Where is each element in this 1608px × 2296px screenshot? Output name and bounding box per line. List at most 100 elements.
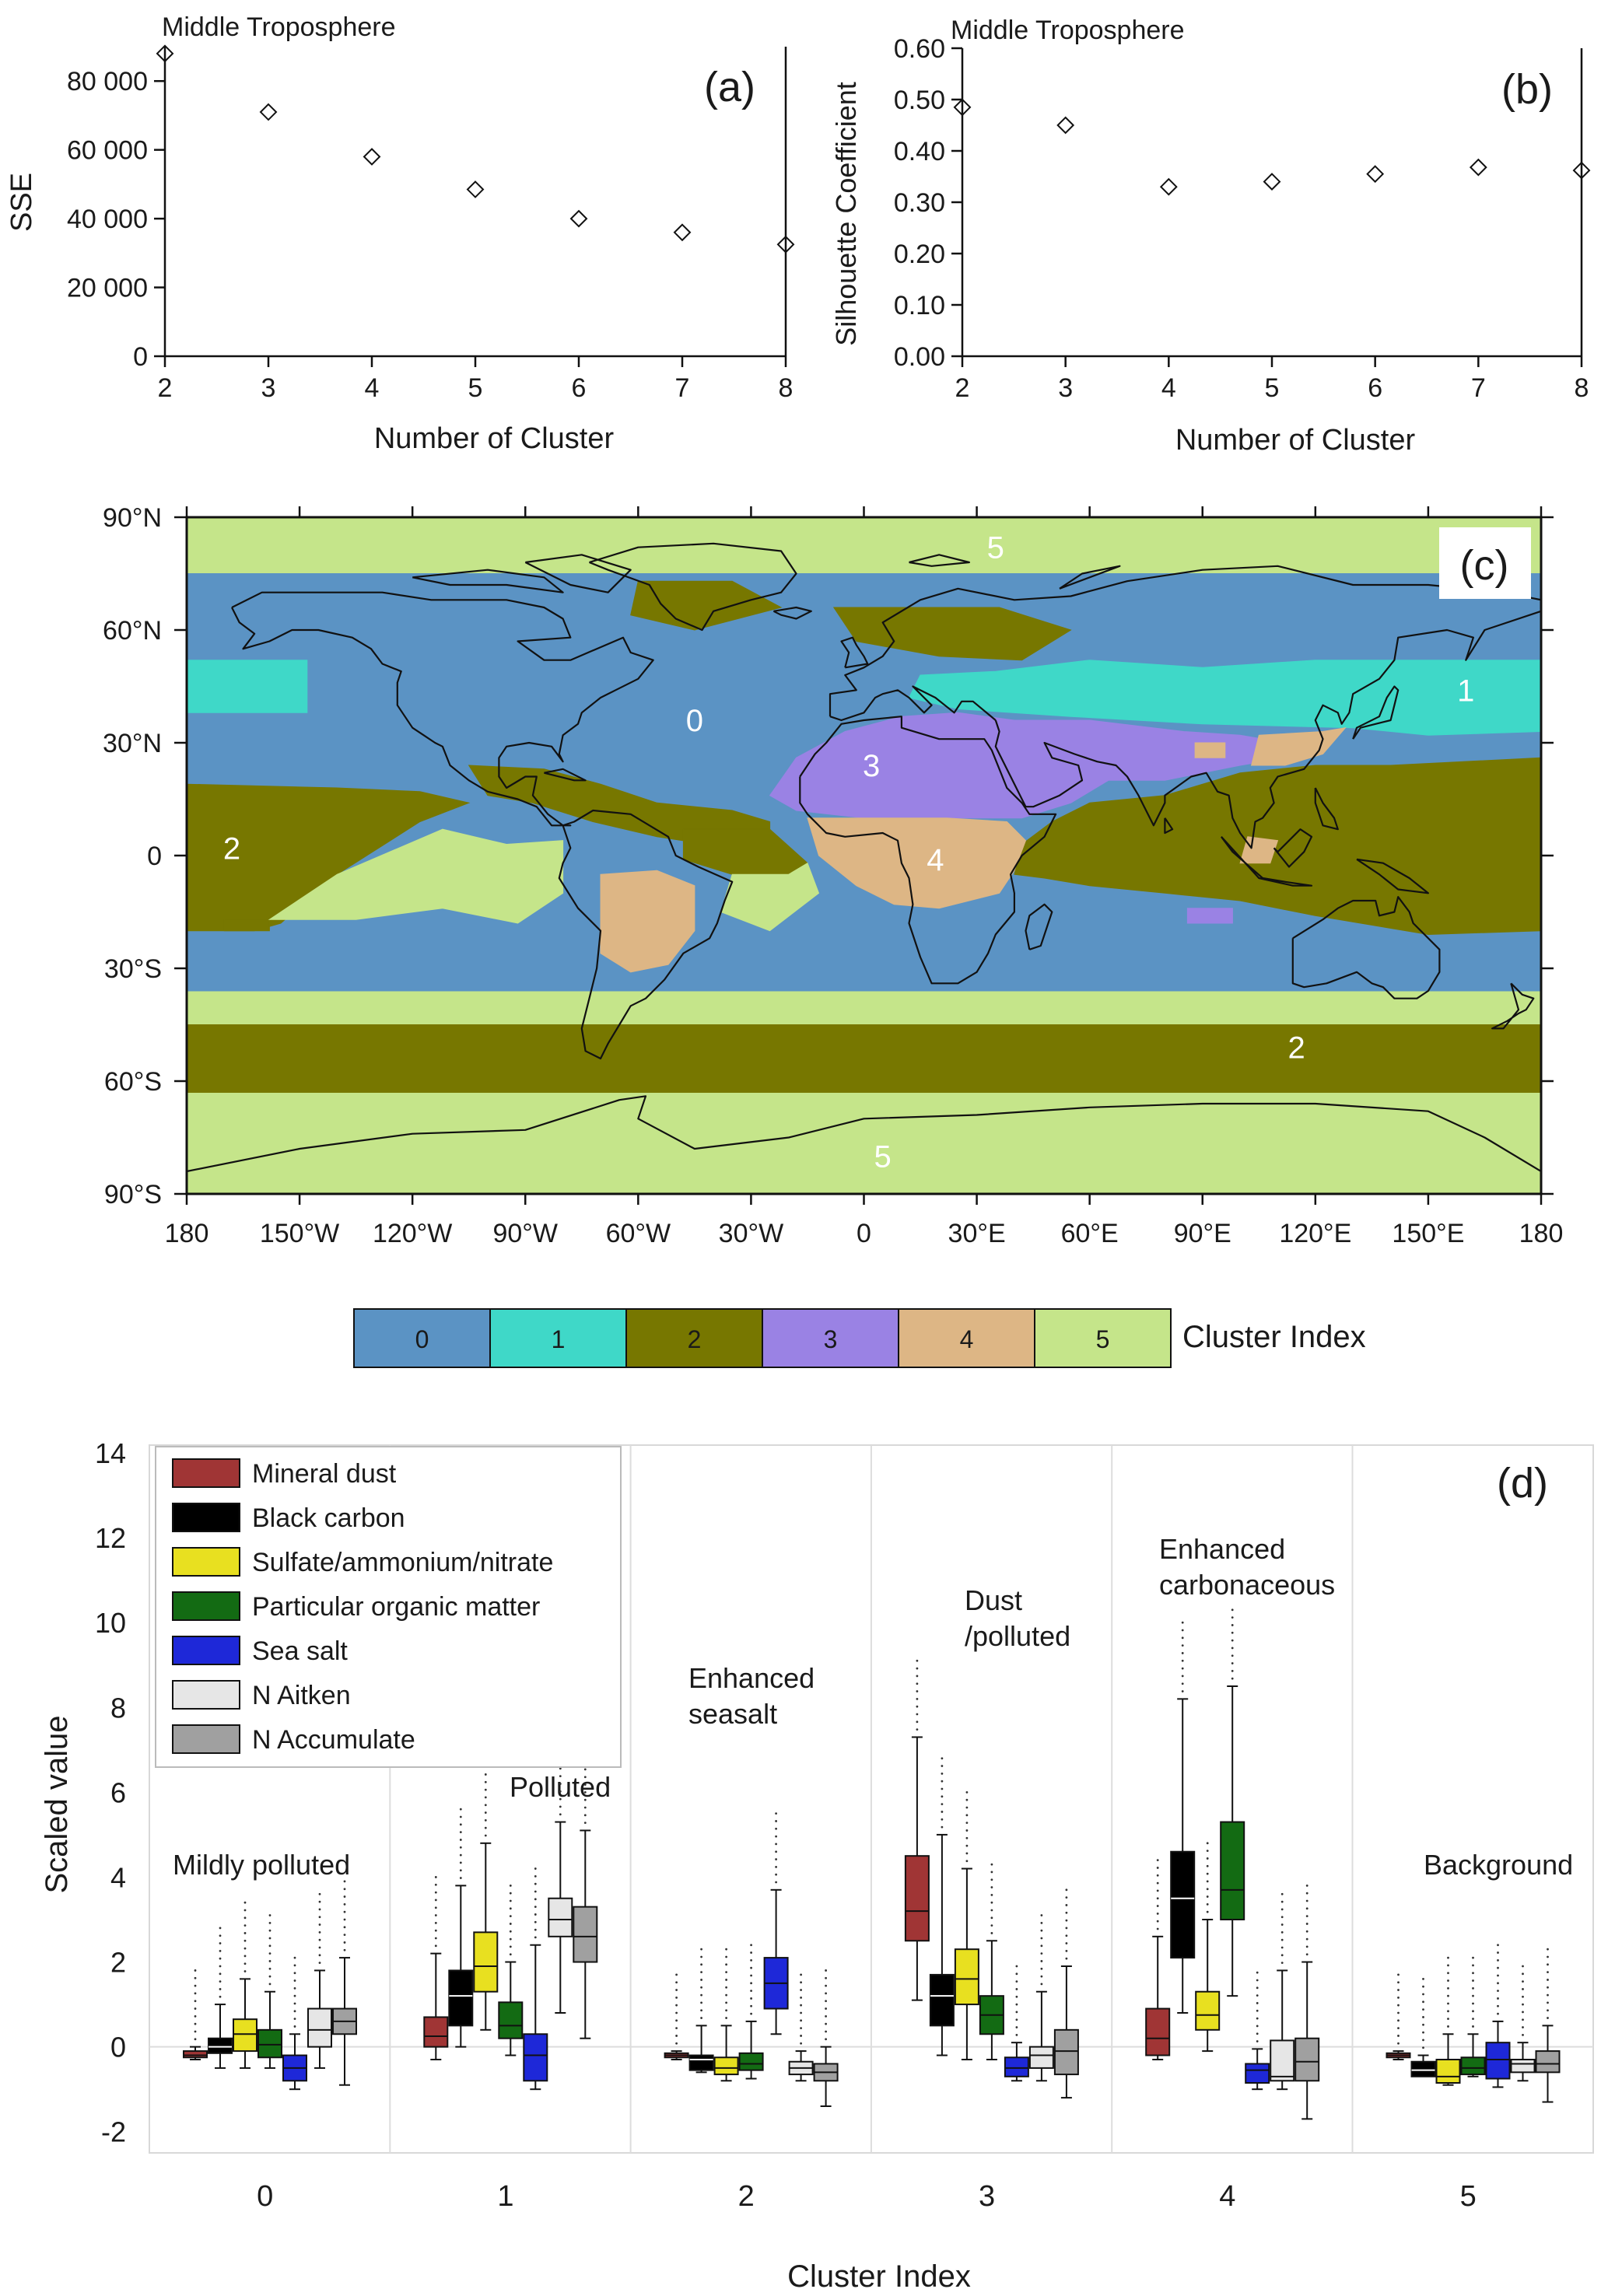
panel-d-xlabel: Cluster Index bbox=[787, 2259, 971, 2294]
d-outlier bbox=[1547, 1993, 1549, 1997]
d-outlier bbox=[775, 1881, 777, 1884]
d-outlier bbox=[243, 1932, 247, 1934]
d-outlier bbox=[941, 1757, 944, 1760]
map-lon-label: 180 bbox=[165, 1219, 209, 1248]
coast-svalbard bbox=[909, 554, 971, 567]
d-outlier bbox=[219, 1988, 222, 1990]
d-outlier bbox=[675, 2019, 678, 2022]
d-box bbox=[1535, 2050, 1561, 2074]
d-outlier bbox=[1305, 1923, 1308, 1925]
d-outlier bbox=[825, 2007, 827, 2010]
d-outlier bbox=[293, 1956, 296, 1959]
a-point bbox=[673, 223, 692, 242]
d-outlier bbox=[1156, 1920, 1159, 1923]
map-cluster-label: 3 bbox=[863, 749, 880, 783]
d-outlier bbox=[1231, 1639, 1234, 1642]
d-outlier bbox=[1040, 1983, 1043, 1986]
colorbar-swatch bbox=[1034, 1308, 1172, 1368]
d-outlier bbox=[941, 1811, 944, 1813]
d-outlier bbox=[434, 1891, 437, 1894]
legend-label: Black carbon bbox=[252, 1503, 405, 1533]
panel-a-marks: 0 20 000 40 000 60 000 80 000 2 3 4 5 6 7 8 bbox=[67, 44, 795, 403]
d-outlier bbox=[1522, 2026, 1524, 2028]
d-outlier bbox=[268, 1952, 272, 1955]
map-lon-label: 30°W bbox=[719, 1219, 784, 1248]
d-box bbox=[548, 1897, 573, 1937]
d-outlier bbox=[1497, 1974, 1499, 1977]
colorbar-label: 5 bbox=[1096, 1325, 1110, 1353]
d-outlier bbox=[1206, 1888, 1209, 1891]
d-outlier bbox=[675, 2011, 678, 2014]
d-outlier bbox=[1256, 2032, 1259, 2035]
d-outlier bbox=[1231, 1631, 1234, 1634]
d-outlier bbox=[318, 1954, 321, 1957]
d-outlier bbox=[1422, 2031, 1424, 2034]
a-point bbox=[363, 148, 381, 166]
d-outlier bbox=[194, 1984, 197, 1987]
d-outlier bbox=[1522, 2018, 1524, 2021]
d-outlier bbox=[268, 1983, 272, 1986]
d-outlier bbox=[1305, 1884, 1308, 1887]
d-box bbox=[183, 2050, 208, 2059]
d-box bbox=[713, 2056, 739, 2076]
d-outlier bbox=[343, 1902, 346, 1906]
d-outlier bbox=[559, 1775, 562, 1778]
d-xtick-label: 3 bbox=[979, 2180, 995, 2213]
cluster-4-himalaya bbox=[1194, 742, 1226, 758]
d-outlier bbox=[434, 1937, 437, 1940]
d-ytick-label: 4 bbox=[110, 1861, 126, 1893]
d-outlier bbox=[1280, 1916, 1284, 1919]
d-outlier bbox=[194, 2000, 197, 2003]
d-box bbox=[904, 1855, 930, 1942]
d-outlier bbox=[1156, 1912, 1159, 1915]
d-outlier bbox=[1181, 1629, 1184, 1632]
d-box bbox=[1510, 2059, 1536, 2074]
d-outlier bbox=[725, 1963, 727, 1966]
d-outlier bbox=[243, 1916, 247, 1920]
d-outlier bbox=[1256, 2002, 1259, 2004]
d-outlier bbox=[1206, 1850, 1209, 1853]
b-xtick-label: 7 bbox=[1471, 373, 1486, 403]
d-outlier bbox=[194, 2038, 197, 2041]
d-outlier bbox=[941, 1795, 944, 1798]
d-outlier bbox=[1397, 1973, 1400, 1976]
map-lat-label: 60°N bbox=[103, 616, 162, 646]
d-outlier bbox=[318, 1962, 321, 1965]
d-outlier bbox=[1447, 1979, 1449, 1982]
d-outlier bbox=[343, 1910, 346, 1913]
d-outlier bbox=[509, 1884, 512, 1887]
map-lon-label: 60°W bbox=[606, 1219, 671, 1248]
d-box bbox=[1245, 2063, 1270, 2084]
d-outlier bbox=[343, 1888, 346, 1891]
d-outlier bbox=[509, 1923, 512, 1925]
a-point bbox=[156, 44, 174, 63]
d-outlier bbox=[1181, 1667, 1184, 1670]
d-box bbox=[523, 2033, 548, 2082]
d-outlier bbox=[800, 2035, 802, 2037]
d-outlier bbox=[916, 1675, 919, 1678]
d-outlier bbox=[750, 1990, 752, 1993]
cluster-2-south-band bbox=[187, 1024, 1541, 1093]
d-outlier bbox=[1397, 1981, 1400, 1984]
d-outlier bbox=[1156, 1881, 1159, 1885]
d-outlier bbox=[534, 1913, 537, 1916]
d-outlier bbox=[675, 1989, 678, 1991]
d-outlier bbox=[1305, 1937, 1308, 1941]
panel-a-title: Middle Troposphere bbox=[162, 12, 396, 42]
d-outlier bbox=[1422, 2016, 1424, 2018]
map-lat-label: 90°N bbox=[103, 503, 162, 533]
d-outlier bbox=[825, 2022, 827, 2025]
d-outlier bbox=[318, 1900, 321, 1903]
d-outlier bbox=[916, 1697, 919, 1700]
d-outlier bbox=[1447, 2025, 1449, 2028]
b-xtick-label: 8 bbox=[1575, 373, 1589, 403]
b-ytick-label: 0.00 bbox=[894, 342, 945, 372]
d-outlier bbox=[1280, 1946, 1284, 1949]
d-outlier bbox=[1522, 1972, 1524, 1976]
d-outlier bbox=[965, 1790, 969, 1794]
d-outlier bbox=[343, 1895, 346, 1898]
map-lon-label: 150°W bbox=[260, 1219, 339, 1248]
coast-north-america bbox=[231, 591, 654, 827]
a-xtick-label: 8 bbox=[779, 373, 793, 403]
d-outlier bbox=[1156, 1859, 1159, 1862]
